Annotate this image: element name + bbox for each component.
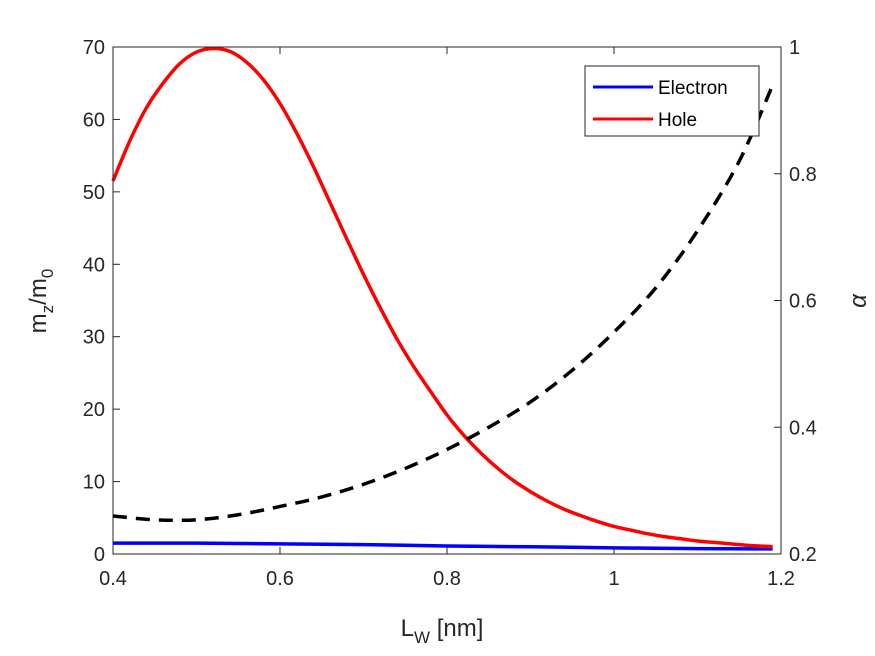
y-axis-left-title: mz/m0 bbox=[25, 269, 57, 334]
x-tick-label: 0.6 bbox=[266, 568, 294, 590]
y-left-tick-label: 0 bbox=[94, 544, 105, 566]
y-axis-right-title: α bbox=[845, 293, 872, 308]
y-left-tick-label: 60 bbox=[83, 109, 105, 131]
x-tick-label: 1 bbox=[608, 568, 619, 590]
axes: 0.4 0.6 0.8 1 1.2 0 10 20 30 40 50 60 70 0.2 0.4 0.6 0.8… bbox=[83, 37, 817, 590]
x-tick-label: 1.2 bbox=[767, 568, 795, 590]
y-left-tick-label: 20 bbox=[83, 399, 105, 421]
legend-box bbox=[584, 65, 760, 137]
series-electron-line bbox=[112, 541, 773, 551]
legend-hole-label: Hole bbox=[658, 110, 697, 131]
y-left-tick-label: 10 bbox=[83, 472, 105, 494]
x-tick-label: 0.8 bbox=[433, 568, 461, 590]
y-left-tick-label: 70 bbox=[83, 37, 105, 59]
y-left-tick-label: 40 bbox=[83, 254, 105, 276]
y-right-tick-label: 0.2 bbox=[789, 544, 817, 566]
x-axis-title: LW [nm] bbox=[401, 615, 484, 647]
legend: Electron Hole bbox=[584, 65, 760, 137]
series-alpha-dashed-line bbox=[112, 84, 775, 523]
y-right-tick-label: 0.8 bbox=[789, 164, 817, 186]
y-right-tick-label: 0.4 bbox=[789, 417, 817, 439]
x-tick-label: 0.4 bbox=[99, 568, 127, 590]
legend-electron-label: Electron bbox=[658, 78, 728, 99]
y-right-tick-label: 1 bbox=[789, 37, 800, 59]
y-left-tick-label: 30 bbox=[83, 327, 105, 349]
plot-area bbox=[111, 46, 775, 551]
y-right-tick-label: 0.6 bbox=[789, 291, 817, 313]
series-hole-line bbox=[111, 46, 773, 549]
y-left-tick-label: 50 bbox=[83, 182, 105, 204]
